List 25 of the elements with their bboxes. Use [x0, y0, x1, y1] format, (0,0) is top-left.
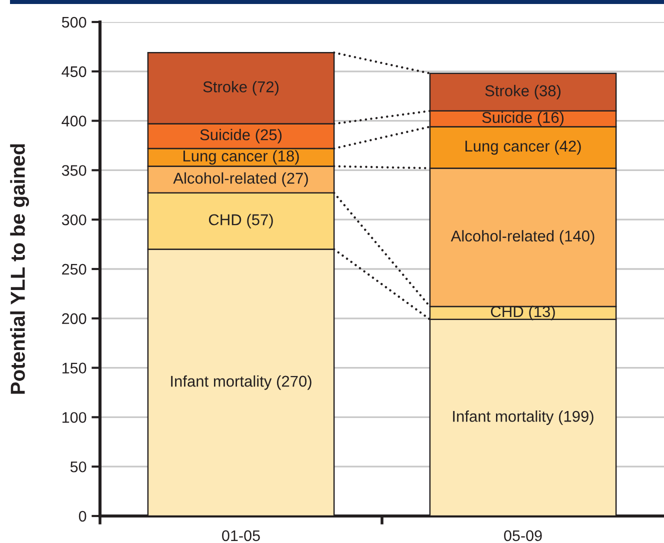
- text: Stroke (38): [485, 84, 561, 100]
- text: Lung cancer (42): [465, 140, 581, 155]
- x-tick-label: 01-05: [222, 530, 260, 542]
- text: Suicide (25): [200, 128, 282, 144]
- y-tick-label: 0: [78, 510, 86, 522]
- y-axis-title: Potential YLL to be gained: [10, 144, 29, 394]
- y-tick-label: 200: [62, 313, 86, 324]
- text: Lung cancer (18): [183, 150, 299, 165]
- y-tick-label: 150: [62, 362, 86, 374]
- text: Suicide (16): [482, 112, 564, 126]
- y-tick-label: 50: [70, 461, 86, 472]
- y-tick-label: 450: [62, 66, 86, 78]
- text: Alcohol-related (27): [173, 172, 308, 187]
- y-tick-label: 350: [62, 165, 86, 176]
- x-tick-label: 05-09: [504, 530, 542, 542]
- text: CHD (57): [208, 214, 273, 228]
- y-tick-label: 250: [62, 264, 86, 275]
- text: Infant mortality (199): [453, 410, 594, 425]
- y-tick-label: 500: [62, 16, 86, 28]
- y-tick-label: 100: [62, 412, 86, 423]
- y-tick-label: 300: [62, 214, 86, 226]
- text: Stroke (72): [203, 80, 279, 96]
- text: Infant mortality (270): [171, 375, 312, 390]
- text: Alcohol-related (140): [450, 230, 594, 245]
- y-tick-label: 400: [62, 116, 86, 126]
